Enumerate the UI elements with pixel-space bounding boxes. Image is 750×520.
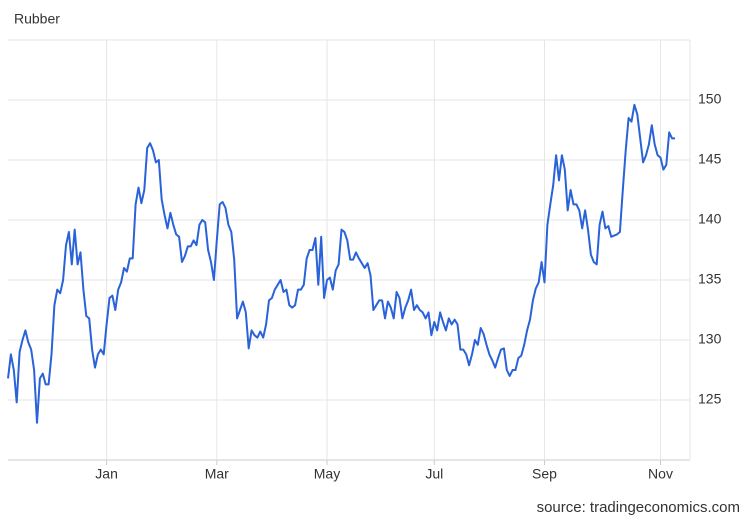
y-tick-label: 145 bbox=[698, 151, 722, 167]
chart-title: Rubber bbox=[14, 11, 60, 27]
x-tick-label: Jan bbox=[95, 466, 118, 482]
x-tick-label: Jul bbox=[425, 466, 443, 482]
x-tick-label: Mar bbox=[205, 466, 229, 482]
y-tick-label: 135 bbox=[698, 271, 722, 287]
y-tick-label: 125 bbox=[698, 391, 722, 407]
x-tick-label: Sep bbox=[532, 466, 557, 482]
y-tick-label: 140 bbox=[698, 211, 722, 227]
x-tick-label: Nov bbox=[648, 466, 673, 482]
source-note: source: tradingeconomics.com bbox=[537, 499, 740, 516]
x-tick-label: May bbox=[314, 466, 340, 482]
y-tick-label: 150 bbox=[698, 91, 722, 107]
y-tick-label: 130 bbox=[698, 331, 722, 347]
price-line bbox=[7, 103, 675, 424]
